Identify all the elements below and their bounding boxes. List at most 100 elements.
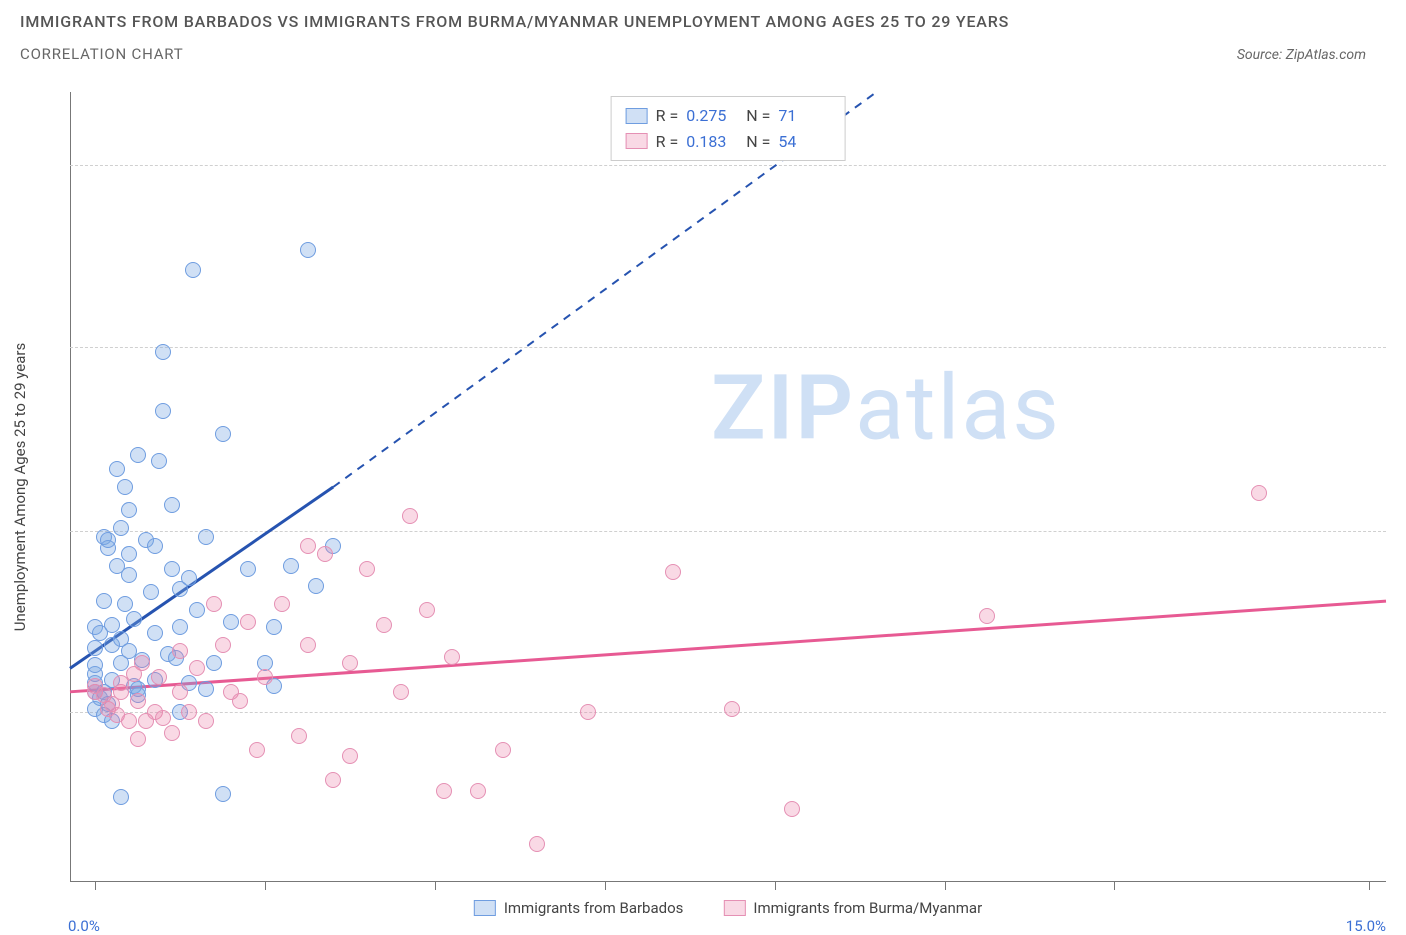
data-point xyxy=(198,529,214,545)
x-tick xyxy=(1114,882,1115,890)
plot-area: 6.3%12.5%18.8%25.0%ZIPatlas xyxy=(70,92,1386,882)
legend-item-burma: Immigrants from Burma/Myanmar xyxy=(723,899,982,917)
data-point xyxy=(342,748,358,764)
data-point xyxy=(121,546,137,562)
data-point xyxy=(121,502,137,518)
data-point xyxy=(155,403,171,419)
data-point xyxy=(283,558,299,574)
data-point xyxy=(215,637,231,653)
data-point xyxy=(979,608,995,624)
x-tick xyxy=(435,882,436,890)
data-point xyxy=(470,783,486,799)
data-point xyxy=(172,643,188,659)
data-point xyxy=(126,611,142,627)
data-point xyxy=(181,704,197,720)
data-point xyxy=(1251,485,1267,501)
data-point xyxy=(100,532,116,548)
data-point xyxy=(359,561,375,577)
data-point xyxy=(151,669,167,685)
data-point xyxy=(300,242,316,258)
data-point xyxy=(784,801,800,817)
legend-row-barbados: R = 0.275 N = 71 xyxy=(626,103,831,129)
data-point xyxy=(117,479,133,495)
x-tick xyxy=(95,882,96,890)
data-point xyxy=(130,447,146,463)
data-point xyxy=(580,704,596,720)
legend-r-value-2: 0.183 xyxy=(686,129,738,155)
data-point xyxy=(113,520,129,536)
data-point xyxy=(215,786,231,802)
data-point xyxy=(393,684,409,700)
source-attribution: Source: ZipAtlas.com xyxy=(1237,47,1386,63)
data-point xyxy=(87,657,103,673)
data-point xyxy=(308,578,324,594)
data-point xyxy=(266,619,282,635)
data-point xyxy=(143,584,159,600)
data-point xyxy=(189,602,205,618)
data-point xyxy=(198,681,214,697)
swatch-barbados xyxy=(626,108,648,124)
data-point xyxy=(151,453,167,469)
chart-container: Unemployment Among Ages 25 to 29 years 6… xyxy=(70,92,1386,882)
data-point xyxy=(104,617,120,633)
data-point xyxy=(155,710,171,726)
data-point xyxy=(181,570,197,586)
legend-r-label: R = xyxy=(656,129,679,155)
data-point xyxy=(215,426,231,442)
data-point xyxy=(117,596,133,612)
legend-label-barbados: Immigrants from Barbados xyxy=(504,899,684,917)
data-point xyxy=(317,546,333,562)
correlation-legend: R = 0.275 N = 71 R = 0.183 N = 54 xyxy=(611,96,846,161)
legend-r-value-1: 0.275 xyxy=(686,103,738,129)
data-point xyxy=(87,640,103,656)
data-point xyxy=(257,655,273,671)
data-point xyxy=(300,538,316,554)
swatch-burma xyxy=(626,133,648,149)
x-tick xyxy=(1369,882,1370,890)
data-point xyxy=(198,713,214,729)
legend-item-barbados: Immigrants from Barbados xyxy=(474,899,684,917)
data-point xyxy=(223,614,239,630)
legend-n-label: N = xyxy=(746,103,770,129)
data-point xyxy=(444,649,460,665)
data-point xyxy=(665,564,681,580)
data-point xyxy=(164,497,180,513)
data-point xyxy=(249,742,265,758)
data-point xyxy=(240,561,256,577)
data-point xyxy=(206,655,222,671)
legend-r-label: R = xyxy=(656,103,679,129)
data-point xyxy=(155,344,171,360)
data-point xyxy=(376,617,392,633)
trend-lines xyxy=(70,92,1386,882)
legend-row-burma: R = 0.183 N = 54 xyxy=(626,129,831,155)
data-point xyxy=(96,593,112,609)
data-point xyxy=(164,725,180,741)
data-point xyxy=(172,684,188,700)
data-point xyxy=(130,693,146,709)
data-point xyxy=(185,262,201,278)
y-axis-label: Unemployment Among Ages 25 to 29 years xyxy=(11,343,29,631)
legend-n-label: N = xyxy=(746,129,770,155)
data-point xyxy=(342,655,358,671)
data-point xyxy=(240,614,256,630)
data-point xyxy=(274,596,290,612)
legend-n-value-2: 54 xyxy=(778,129,830,155)
data-point xyxy=(206,596,222,612)
data-point xyxy=(113,789,129,805)
data-point xyxy=(147,625,163,641)
data-point xyxy=(724,701,740,717)
data-point xyxy=(232,693,248,709)
x-tick xyxy=(945,882,946,890)
data-point xyxy=(495,742,511,758)
x-axis-max-label: 15.0% xyxy=(1346,917,1386,935)
data-point xyxy=(402,508,418,524)
legend-n-value-1: 71 xyxy=(778,103,830,129)
data-point xyxy=(189,660,205,676)
swatch-burma xyxy=(723,900,745,916)
series-legend: Immigrants from Barbados Immigrants from… xyxy=(474,899,982,917)
data-point xyxy=(529,836,545,852)
data-point xyxy=(300,637,316,653)
data-point xyxy=(436,783,452,799)
legend-label-burma: Immigrants from Burma/Myanmar xyxy=(753,899,982,917)
data-point xyxy=(109,461,125,477)
